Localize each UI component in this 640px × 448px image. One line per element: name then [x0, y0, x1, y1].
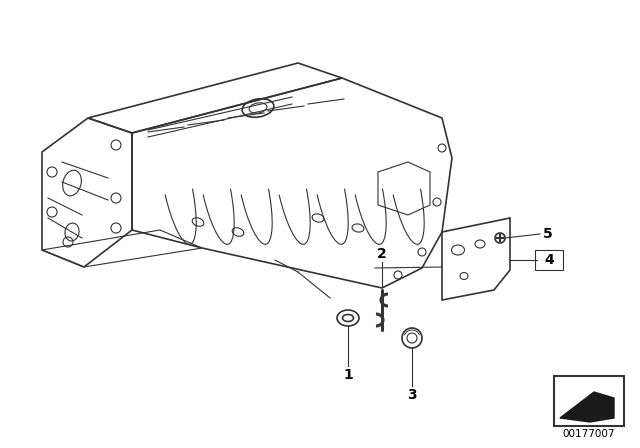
Text: 5: 5	[543, 227, 553, 241]
Text: 4: 4	[544, 253, 554, 267]
Text: 00177007: 00177007	[563, 429, 615, 439]
Text: 1: 1	[343, 368, 353, 382]
Text: 3: 3	[407, 388, 417, 402]
Polygon shape	[560, 392, 614, 422]
FancyBboxPatch shape	[554, 376, 624, 426]
Text: 2: 2	[377, 247, 387, 261]
